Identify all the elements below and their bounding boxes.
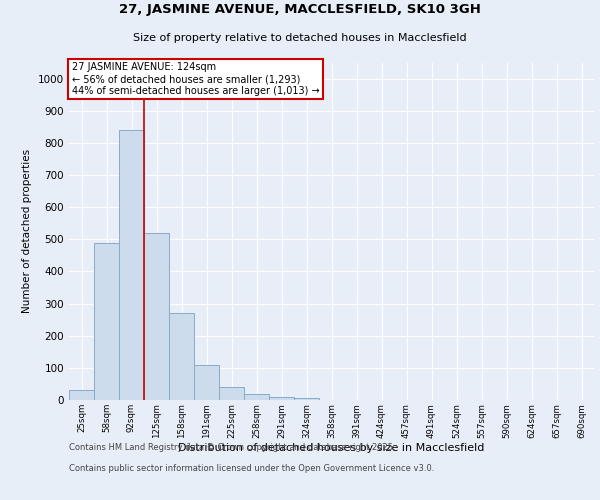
Bar xyxy=(94,242,119,400)
Bar xyxy=(119,130,144,400)
Bar xyxy=(294,398,319,400)
Bar xyxy=(269,397,294,400)
Text: Size of property relative to detached houses in Macclesfield: Size of property relative to detached ho… xyxy=(133,33,467,43)
Bar xyxy=(169,313,194,400)
Text: Contains public sector information licensed under the Open Government Licence v3: Contains public sector information licen… xyxy=(69,464,434,473)
Bar xyxy=(194,364,219,400)
Text: Contains HM Land Registry data © Crown copyright and database right 2025.: Contains HM Land Registry data © Crown c… xyxy=(69,442,395,452)
Bar xyxy=(244,394,269,400)
X-axis label: Distribution of detached houses by size in Macclesfield: Distribution of detached houses by size … xyxy=(178,443,485,453)
Text: 27 JASMINE AVENUE: 124sqm
← 56% of detached houses are smaller (1,293)
44% of se: 27 JASMINE AVENUE: 124sqm ← 56% of detac… xyxy=(71,62,319,96)
Bar xyxy=(69,390,94,400)
Bar xyxy=(219,387,244,400)
Y-axis label: Number of detached properties: Number of detached properties xyxy=(22,149,32,314)
Bar xyxy=(144,233,169,400)
Text: 27, JASMINE AVENUE, MACCLESFIELD, SK10 3GH: 27, JASMINE AVENUE, MACCLESFIELD, SK10 3… xyxy=(119,3,481,16)
